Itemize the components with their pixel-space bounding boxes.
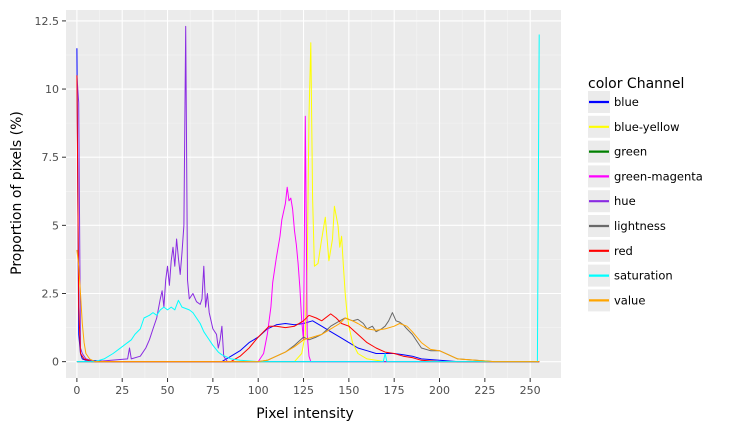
x-tick-label: 100 xyxy=(248,384,269,397)
series-line-blue-yellow xyxy=(76,42,540,363)
legend-label: red xyxy=(614,244,633,258)
y-axis: 0 2.5 5 7.5 10 12.5 xyxy=(35,15,66,369)
x-axis-title: Pixel intensity xyxy=(256,406,354,422)
legend-title: color Channel xyxy=(588,76,684,92)
x-tick-label: 75 xyxy=(206,384,220,397)
legend-label: saturation xyxy=(614,269,673,283)
series-line-value xyxy=(76,249,540,363)
legend-item-value: value xyxy=(588,289,645,312)
series-lines xyxy=(76,25,540,363)
x-axis: 0 25 50 75 100 125 150 175 200 225 250 xyxy=(73,378,541,397)
series-line-lightness xyxy=(76,312,540,363)
x-tick-label: 175 xyxy=(384,384,405,397)
x-tick-label: 250 xyxy=(520,384,541,397)
y-tick-label: 0 xyxy=(52,356,59,369)
x-tick-label: 25 xyxy=(115,384,129,397)
legend-item-red: red xyxy=(588,239,633,262)
legend: color Channel blue blue-yellow green green-… xyxy=(588,76,703,312)
legend-item-blue-yellow: blue-yellow xyxy=(588,115,680,138)
legend-label: green xyxy=(614,145,647,159)
y-tick-label: 10 xyxy=(45,83,59,96)
legend-item-lightness: lightness xyxy=(588,215,666,237)
legend-label: hue xyxy=(614,194,636,208)
x-tick-label: 200 xyxy=(429,384,450,397)
series-line-green-magenta xyxy=(76,115,540,363)
minor-gridlines xyxy=(66,10,561,378)
x-tick-label: 225 xyxy=(474,384,495,397)
legend-item-green-magenta: green-magenta xyxy=(588,165,703,188)
x-tick-label: 0 xyxy=(73,384,80,397)
legend-label: blue-yellow xyxy=(614,120,680,134)
x-tick-label: 125 xyxy=(293,384,314,397)
legend-label: lightness xyxy=(614,219,666,233)
legend-item-saturation: saturation xyxy=(588,264,673,287)
x-tick-label: 150 xyxy=(338,384,359,397)
y-tick-label: 12.5 xyxy=(35,15,60,28)
x-tick-label: 50 xyxy=(161,384,175,397)
plot-background xyxy=(66,10,561,378)
y-tick-label: 2.5 xyxy=(42,287,60,300)
y-tick-label: 7.5 xyxy=(42,151,60,164)
legend-label: value xyxy=(614,293,645,307)
legend-label: green-magenta xyxy=(614,169,703,183)
legend-item-green: green xyxy=(588,140,647,163)
series-line-saturation xyxy=(76,34,540,363)
y-axis-title: Proportion of pixels (%) xyxy=(9,111,25,275)
series-line-red xyxy=(76,75,540,363)
y-tick-label: 5 xyxy=(52,219,59,232)
series-line-hue xyxy=(76,25,540,363)
legend-item-blue: blue xyxy=(588,91,639,113)
legend-label: blue xyxy=(614,95,639,109)
legend-item-hue: hue xyxy=(588,190,636,213)
